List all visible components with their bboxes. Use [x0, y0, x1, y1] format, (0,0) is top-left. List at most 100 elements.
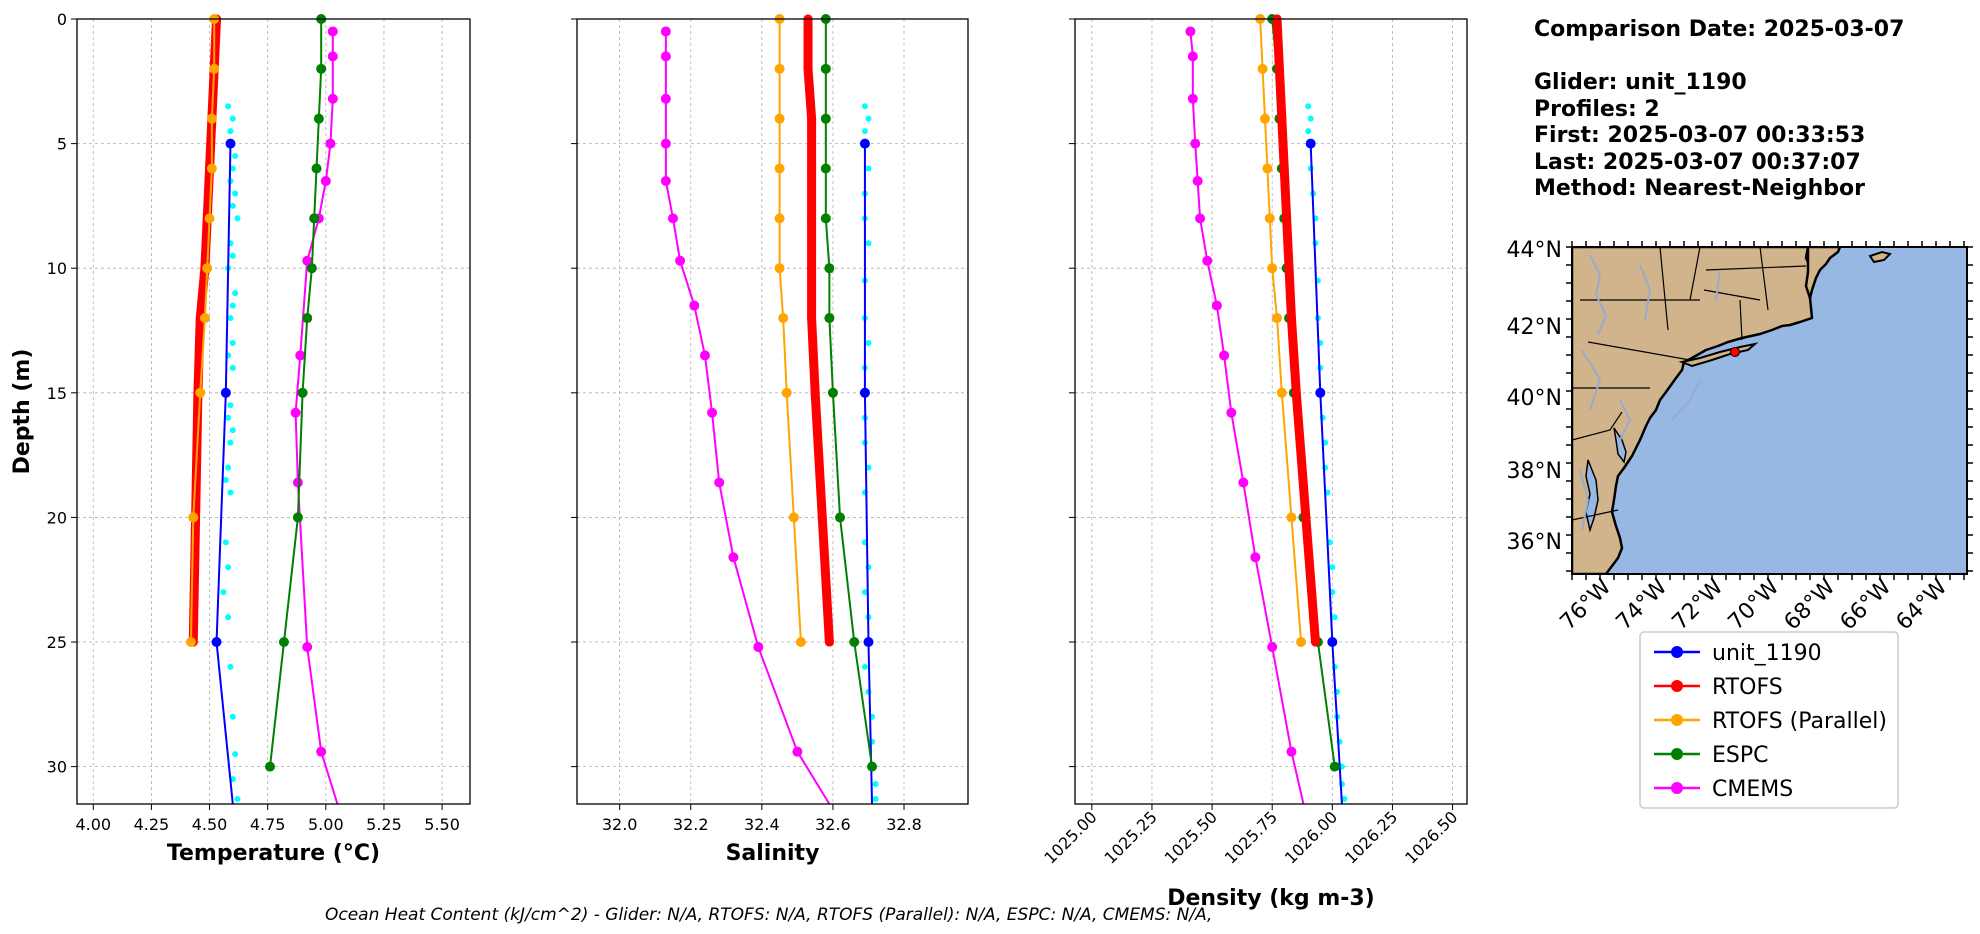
series-point-cmems: [325, 138, 336, 149]
series-point-espc: [316, 63, 327, 74]
series-line-rtofs: [803, 14, 834, 647]
map-frame: [1571, 246, 1968, 575]
series-point-espc: [309, 213, 320, 224]
legend-swatch-marker: [1671, 748, 1683, 760]
series-point-cmems: [660, 51, 671, 62]
legend-box: [1639, 631, 1899, 809]
glider-raw-point: [227, 439, 234, 446]
map-chesapeake-bay: [1585, 459, 1599, 533]
series-point-espc: [297, 387, 308, 398]
x-tick-label: 1025.75: [1221, 807, 1281, 867]
glider-raw-point: [225, 103, 232, 110]
series-point-rtofs: [817, 512, 827, 522]
glider-raw-point: [225, 614, 232, 621]
glider-raw-point: [229, 339, 236, 346]
series-point-rtofs-parallel-: [185, 637, 196, 648]
glider-raw-point: [229, 302, 236, 309]
series-point-cmems: [675, 255, 686, 266]
info-method: Method: Nearest-Neighbor: [1534, 176, 1865, 201]
series-point-cmems: [1267, 642, 1278, 652]
map-land: [1572, 247, 1814, 574]
glider-raw-point: [232, 153, 239, 160]
series-point-cmems: [728, 552, 739, 563]
map-lat-label: 42°N: [1507, 315, 1562, 340]
x-tick-label: 5.00: [308, 815, 344, 834]
series-point-espc: [867, 761, 878, 772]
legend-label: ESPC: [1712, 743, 1769, 768]
series-line-unit-1190: [863, 142, 874, 804]
series-point-espc: [265, 761, 276, 772]
glider-raw-point: [1305, 128, 1312, 135]
legend-item: ESPC: [1654, 743, 1769, 768]
series-point-rtofs-parallel-: [195, 387, 206, 398]
series-point-rtofs: [807, 313, 817, 323]
map-land-northeast: [1804, 247, 1842, 303]
y-tick-label: 0: [57, 10, 67, 29]
legend-item: RTOFS: [1654, 675, 1783, 700]
series-point-rtofs: [1277, 114, 1287, 124]
map-lat-label: 38°N: [1507, 459, 1562, 484]
glider-raw-point: [865, 115, 872, 122]
series-point-cmems: [316, 746, 327, 757]
series-point-espc: [820, 63, 831, 74]
series-point-rtofs-parallel-: [1286, 512, 1297, 523]
y-tick-label: 5: [57, 135, 67, 154]
series-point-cmems: [660, 175, 671, 186]
profile-panels: 4.00 4.25 4.50 4.75 5.00 5.25 5.50 0 5 10 15 20 25 30…: [10, 10, 1468, 911]
series-point-rtofs-parallel-: [774, 213, 785, 224]
series-point-rtofs-parallel-: [188, 512, 199, 523]
info-comparison-date: Comparison Date: 2025-03-07: [1534, 17, 1904, 42]
series-point-rtofs-parallel-: [1264, 213, 1275, 224]
series-point-espc: [306, 263, 317, 274]
glider-raw-point: [861, 103, 868, 110]
info-profiles: Profiles: 2: [1534, 97, 1660, 122]
glider-raw-point: [229, 713, 236, 720]
glider-raw-point: [1305, 103, 1312, 110]
x-tick-label: 4.75: [250, 815, 286, 834]
legend-item: unit_1190: [1654, 641, 1822, 666]
glider-raw-point: [227, 489, 234, 496]
series-point-cmems: [1286, 746, 1297, 757]
map-delaware-bay: [1613, 427, 1627, 464]
series-point-cmems: [714, 477, 725, 488]
legend-swatch-marker: [1671, 714, 1683, 726]
glider-raw-point: [225, 464, 232, 471]
x-tick-label: 1026.25: [1341, 807, 1401, 867]
y-tick-label: 10: [47, 259, 67, 278]
series-point-cmems: [290, 407, 301, 418]
series-point-cmems: [753, 642, 764, 652]
glider-raw-point: [229, 427, 236, 434]
series-point-espc: [311, 163, 322, 174]
y-tick-label: 15: [47, 384, 67, 403]
glider-raw-point: [232, 290, 239, 297]
x-tick-label: 32.4: [744, 815, 780, 834]
map-lat-label: 44°N: [1507, 238, 1562, 263]
map-lon-label: 74°W: [1612, 574, 1673, 635]
x-tick-label: 5.25: [366, 815, 402, 834]
series-point-unit-1190: [1315, 387, 1326, 398]
axes-frame: [1074, 18, 1468, 805]
glider-raw-point: [229, 252, 236, 259]
series-point-rtofs-parallel-: [199, 313, 210, 324]
glider-raw-point: [232, 190, 239, 197]
glider-raw-point: [227, 402, 234, 409]
series-point-espc: [827, 387, 838, 398]
series-line-rtofs: [1272, 14, 1320, 647]
series-line-rtofs-parallel-: [1259, 18, 1303, 644]
legend: unit_1190 RTOFS RTOFS (Parallel) ESPC CMEMS: [1639, 631, 1899, 809]
series-point-cmems: [660, 138, 671, 149]
glider-raw-point: [865, 339, 872, 346]
glider-raw-point: [861, 663, 868, 670]
x-tick-label: 32.0: [602, 815, 638, 834]
series-point-rtofs-parallel-: [1276, 387, 1287, 398]
series-point-cmems: [660, 93, 671, 104]
series-point-rtofs-parallel-: [781, 387, 792, 398]
series-point-cmems: [302, 642, 313, 652]
series-point-cmems: [320, 175, 331, 186]
series-group: [660, 14, 878, 804]
series-point-rtofs: [1301, 512, 1311, 522]
series-point-espc: [824, 263, 835, 274]
series-point-cmems: [1238, 477, 1249, 488]
glider-raw-point: [229, 202, 236, 209]
